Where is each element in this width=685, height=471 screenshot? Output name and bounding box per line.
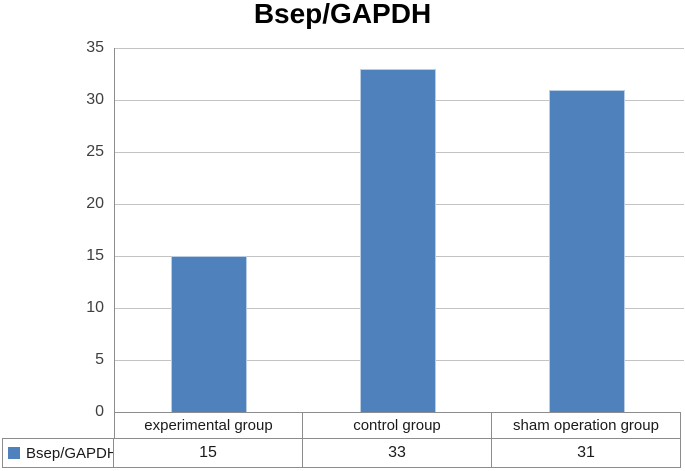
y-axis-tick-label: 25 <box>86 143 104 160</box>
y-axis-tick-label: 35 <box>86 39 104 56</box>
data-table-value-experimental-group: 15 <box>114 438 303 468</box>
bar-sham-operation-group <box>549 90 625 412</box>
gridline <box>114 48 684 49</box>
x-axis-label-sham-operation-group: sham operation group <box>492 412 681 438</box>
y-axis-tick-label: 5 <box>95 351 104 368</box>
y-axis-line <box>114 48 115 412</box>
x-axis-label-experimental-group: experimental group <box>114 412 303 438</box>
y-axis-tick-label: 15 <box>86 247 104 264</box>
x-axis-label-control-group: control group <box>303 412 492 438</box>
data-table-value-sham-operation-group: 31 <box>492 438 681 468</box>
chart-title: Bsep/GAPDH <box>253 0 432 29</box>
y-axis-tick-label: 10 <box>86 299 104 316</box>
legend-cell: Bsep/GAPDH <box>2 438 114 468</box>
y-axis-tick-label: 20 <box>86 195 104 212</box>
bar-experimental-group <box>171 256 247 412</box>
y-axis-tick-label: 30 <box>86 91 104 108</box>
bar-control-group <box>360 69 436 412</box>
data-table-value-control-group: 33 <box>303 438 492 468</box>
legend-series-swatch-icon <box>8 447 20 459</box>
y-axis-tick-label: 0 <box>95 403 104 420</box>
legend-series-label: Bsep/GAPDH <box>26 444 114 462</box>
